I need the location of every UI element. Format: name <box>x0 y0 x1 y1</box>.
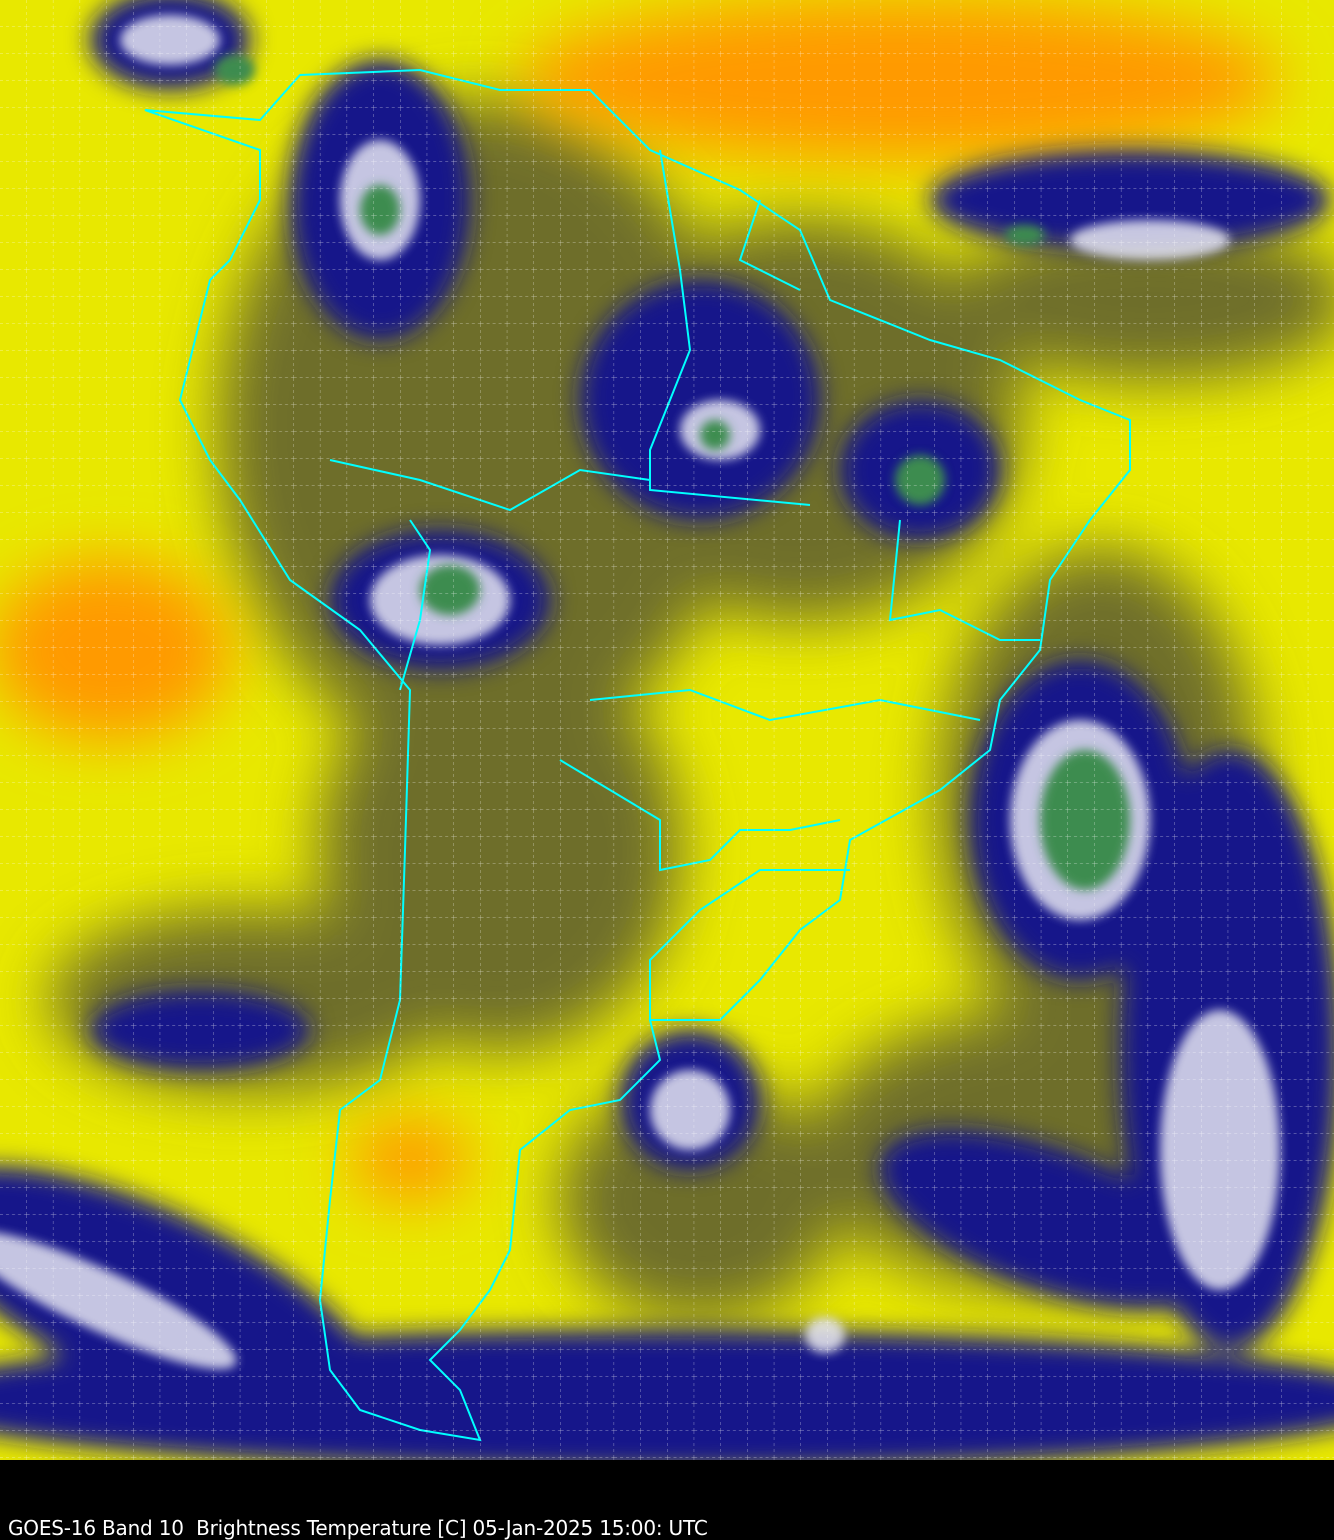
caption-bar <box>0 1460 1334 1540</box>
lat-lon-grid <box>0 0 1334 1460</box>
image-caption: GOES-16 Band 10 Brightness Temperature [… <box>8 1516 708 1540</box>
satellite-image <box>0 0 1334 1460</box>
